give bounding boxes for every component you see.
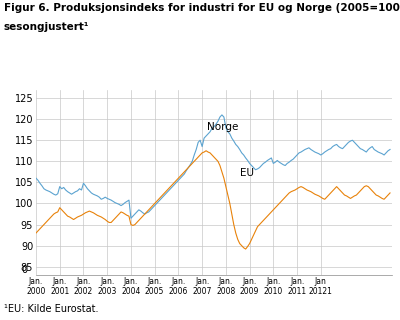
Text: sesongjustert¹: sesongjustert¹ <box>4 22 89 32</box>
Text: EU: EU <box>240 168 254 178</box>
Text: ¹EU: Kilde Eurostat.: ¹EU: Kilde Eurostat. <box>4 304 98 314</box>
Text: Figur 6. Produksjonsindeks for industri for EU og Norge (2005=100),: Figur 6. Produksjonsindeks for industri … <box>4 3 400 13</box>
Text: 0: 0 <box>21 265 27 275</box>
Text: Norge: Norge <box>207 122 238 132</box>
